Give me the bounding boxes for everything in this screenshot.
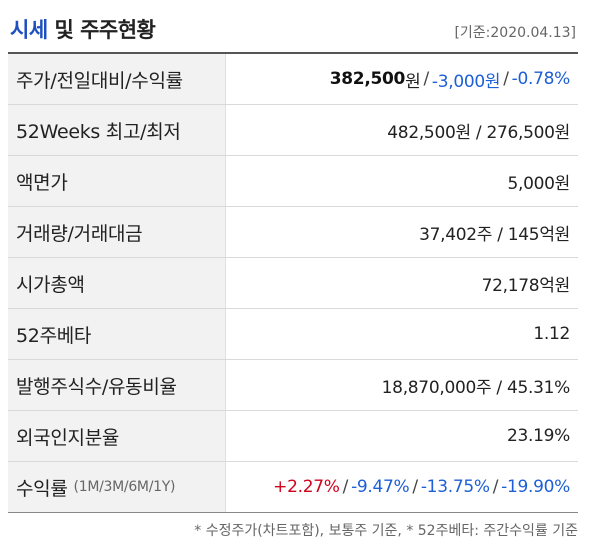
- table-row: 발행주식수/유동비율 18,870,000주 / 45.31%: [8, 360, 578, 411]
- row-value: 72,178억원: [481, 275, 571, 296]
- return-6m: -13.75%: [420, 477, 490, 497]
- title-rest: 및 주주현황: [54, 18, 156, 42]
- row-value: +2.27% / -9.47% / -13.75% / -19.90%: [226, 462, 578, 512]
- title-highlight: 시세: [10, 18, 48, 42]
- panel-header: 시세 및 주주현황 [기준:2020.04.13]: [8, 0, 578, 52]
- separator: /: [423, 69, 429, 89]
- separator: /: [492, 477, 499, 497]
- row-label: 시가총액: [8, 258, 226, 308]
- row-label: 주가/전일대비/수익률: [8, 54, 226, 104]
- separator: /: [342, 477, 349, 497]
- table-row: 외국인지분율 23.19%: [8, 411, 578, 462]
- row-value: 5,000원: [507, 173, 570, 194]
- return-1m: +2.27%: [273, 477, 340, 497]
- row-label: 외국인지분율: [8, 411, 226, 461]
- row-label: 52Weeks 최고/최저: [8, 105, 226, 155]
- row-value: 382,500 원 / -3,000원 / -0.78%: [226, 54, 578, 104]
- panel-title: 시세 및 주주현황: [10, 14, 156, 44]
- table-row: 시가총액 72,178억원: [8, 258, 578, 309]
- return-1y: -19.90%: [501, 477, 570, 497]
- table-row: 거래량/거래대금 37,402주 / 145억원: [8, 207, 578, 258]
- row-value: 23.19%: [506, 426, 570, 446]
- price-change: -3,000원: [431, 71, 501, 92]
- price-change-rate: -0.78%: [511, 69, 571, 89]
- table-row: 52Weeks 최고/최저 482,500원 / 276,500원: [8, 105, 578, 156]
- row-label: 52주베타: [8, 309, 226, 359]
- reference-date: [기준:2020.04.13]: [454, 25, 576, 41]
- table-row: 52주베타 1.12: [8, 309, 578, 360]
- returns-label: 수익률: [16, 477, 68, 500]
- price-unit: 원: [405, 71, 421, 92]
- separator: /: [412, 477, 418, 497]
- row-label: 거래량/거래대금: [8, 207, 226, 257]
- footnote: * 수정주가(차트포함), 보통주 기준, * 52주베타: 주간수익률 기준: [194, 523, 578, 539]
- table-row: 수익률 (1M/3M/6M/1Y) +2.27% / -9.47% / -13.75…: [8, 462, 578, 513]
- row-label: 발행주식수/유동비율: [8, 360, 226, 410]
- row-value: 482,500원 / 276,500원: [387, 122, 570, 143]
- table-row: 액면가 5,000원: [8, 156, 578, 207]
- current-price: 382,500: [329, 69, 406, 89]
- separator: /: [503, 69, 509, 89]
- row-label: 액면가: [8, 156, 226, 206]
- row-value: 37,402주 / 145억원: [419, 224, 570, 245]
- table-row: 주가/전일대비/수익률 382,500 원 / -3,000원 / -0.78%: [8, 54, 578, 105]
- row-value: 18,870,000주 / 45.31%: [381, 377, 571, 398]
- returns-period-label: (1M/3M/6M/1Y): [73, 479, 176, 495]
- row-label: 수익률 (1M/3M/6M/1Y): [8, 462, 226, 512]
- row-value: 1.12: [533, 324, 570, 344]
- stock-info-table: 주가/전일대비/수익률 382,500 원 / -3,000원 / -0.78% …: [8, 52, 578, 513]
- return-3m: -9.47%: [351, 477, 410, 497]
